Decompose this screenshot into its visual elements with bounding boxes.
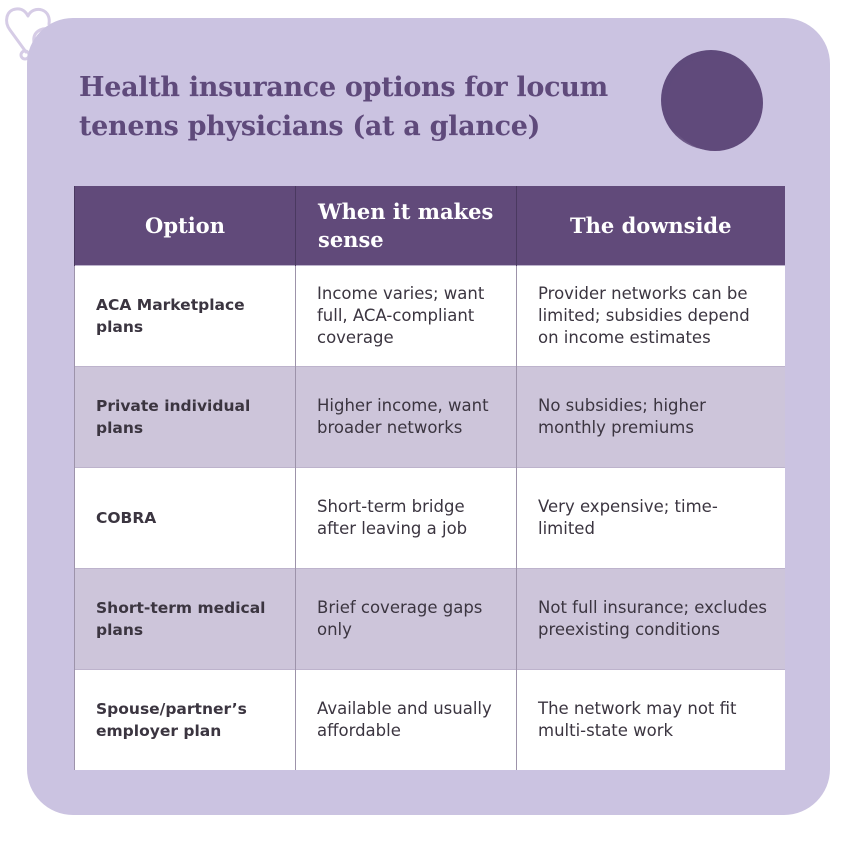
downside-cell: Provider networks can be limited; subsid… [516, 265, 785, 367]
icon-badge-inner [667, 55, 763, 151]
when-cell: Income varies; want full, ACA-compliant … [295, 265, 517, 367]
when-cell: Short-term bridge after leaving a job [295, 467, 517, 569]
downside-cell: The network may not fit multi-state work [516, 669, 785, 770]
downside-cell: Very expensive; time-limited [516, 467, 785, 569]
option-cell: ACA Marketplace plans [74, 265, 296, 367]
header-option: Option [74, 186, 296, 266]
table-row: COBRA Short-term bridge after leaving a … [74, 467, 785, 569]
table-header-row: Option When it makes sense The downside [74, 186, 785, 266]
downside-cell: Not full insurance; excludes preexisting… [516, 568, 785, 670]
table-row: Short-term medical plans Brief coverage … [74, 568, 785, 670]
table-row: Private individual plans Higher income, … [74, 366, 785, 468]
header-when: When it makes sense [295, 186, 517, 266]
table-row: ACA Marketplace plans Income varies; wan… [74, 265, 785, 367]
when-cell: Available and usually affordable [295, 669, 517, 770]
option-cell: COBRA [74, 467, 296, 569]
downside-cell: No subsidies; higher monthly premiums [516, 366, 785, 468]
when-cell: Higher income, want broader networks [295, 366, 517, 468]
insurance-options-table: Option When it makes sense The downside … [74, 186, 785, 770]
header-downside: The downside [516, 186, 785, 266]
table-row: Spouse/partner’s employer plan Available… [74, 669, 785, 770]
option-cell: Private individual plans [74, 366, 296, 468]
option-cell: Spouse/partner’s employer plan [74, 669, 296, 770]
option-cell: Short-term medical plans [74, 568, 296, 670]
when-cell: Brief coverage gaps only [295, 568, 517, 670]
page-title: Health insurance options for locum tenen… [79, 72, 608, 142]
